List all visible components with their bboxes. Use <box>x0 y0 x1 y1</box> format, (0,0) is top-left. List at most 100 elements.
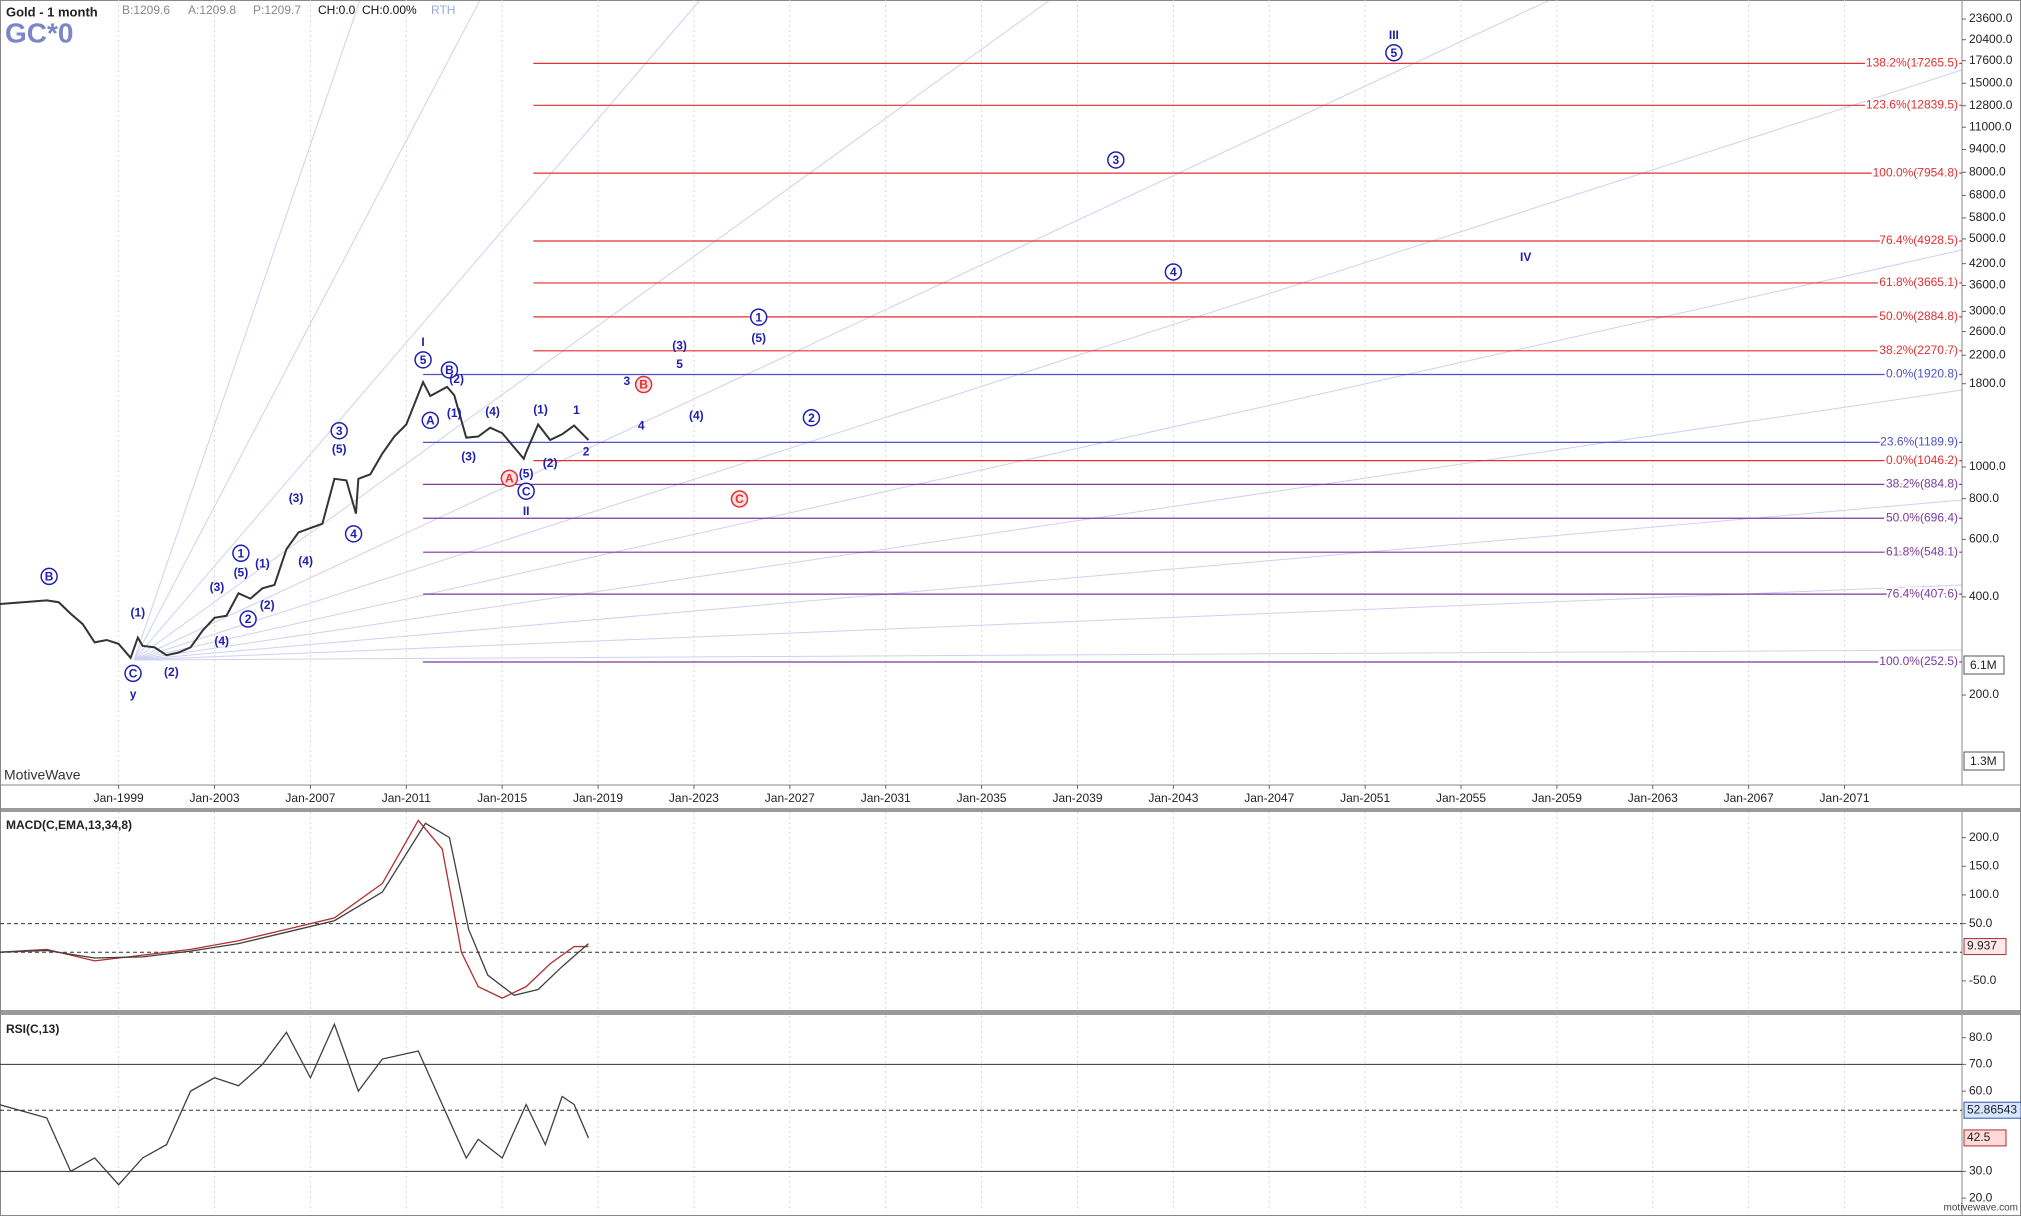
wave-label: 4 <box>350 527 357 541</box>
y-tick-label: 8000.0 <box>1969 165 2006 179</box>
wave-circle <box>1107 151 1125 169</box>
fib-level-label: 38.2%(884.8) <box>1886 477 1958 491</box>
fib-level-label: 0.0%(1920.8) <box>1886 367 1958 381</box>
wave-circle <box>344 525 363 543</box>
x-tick-label: Jan-2003 <box>190 791 240 805</box>
y-tick-label: 400.0 <box>1969 589 1999 603</box>
wave-label: (3) <box>461 450 476 464</box>
wave-circle <box>239 610 257 628</box>
x-tick-label: Jan-2035 <box>957 791 1007 805</box>
x-tick-label: Jan-2071 <box>1820 791 1870 805</box>
x-tick-label: Jan-2023 <box>669 791 719 805</box>
wave-label: B <box>45 570 54 584</box>
wave-label: 1 <box>573 403 580 417</box>
fib-level-label: 138.2%(17265.5) <box>1866 56 1958 70</box>
y-tick-label: 200.0 <box>1969 687 1999 701</box>
wave-label: A <box>505 472 514 486</box>
y-tick-label: 6800.0 <box>1969 188 2006 202</box>
fib-level-label: 50.0%(696.4) <box>1886 510 1958 524</box>
value-box <box>1963 1129 2007 1147</box>
y-tick-label: 15000.0 <box>1969 75 2013 89</box>
footer: motivewave.com <box>1944 1203 2018 1214</box>
wave-label: 2 <box>583 444 590 458</box>
volume-label-box <box>1963 751 2005 771</box>
volume-label-box <box>1963 655 2005 675</box>
last-value-label: 42.5 <box>1967 1130 1991 1144</box>
volume-label: 1.3M <box>1970 754 1997 768</box>
y-tick-label: 5800.0 <box>1969 210 2006 224</box>
wave-label: C <box>522 484 531 498</box>
fib-level-label: 123.6%(12839.5) <box>1866 97 1958 111</box>
y-tick-label: 50.0 <box>1969 916 1993 930</box>
value-box <box>1963 1101 2021 1119</box>
wave-label: 5 <box>420 353 427 367</box>
chart-title: Gold - 1 month <box>6 4 98 19</box>
y-tick-label: 23600.0 <box>1969 11 2013 25</box>
y-tick-label: 2600.0 <box>1969 324 2006 338</box>
y-tick-label: 600.0 <box>1969 532 1999 546</box>
wave-label: y <box>130 687 137 701</box>
y-tick-label: 9400.0 <box>1969 142 2006 156</box>
y-tick-label: 2200.0 <box>1969 347 2006 361</box>
price-line <box>0 1022 590 1186</box>
y-tick-label: 5000.0 <box>1969 231 2006 245</box>
wave-label: 3 <box>1112 153 1119 167</box>
price-line <box>0 819 589 999</box>
x-axis-band <box>0 785 2021 811</box>
change: CH:0.0 <box>318 3 356 17</box>
wave-label: (1) <box>447 406 462 420</box>
wave-label: (1) <box>255 557 270 571</box>
wave-label: (5) <box>519 466 534 480</box>
quote-bid: B:1209.6 <box>122 3 170 17</box>
x-tick-label: Jan-2015 <box>477 791 527 805</box>
wave-label: I <box>421 335 424 349</box>
x-tick-label: Jan-2007 <box>285 791 335 805</box>
wave-label: (3) <box>672 339 687 353</box>
fib-level-label: 76.4%(407.6) <box>1886 586 1958 600</box>
x-tick-label: Jan-2011 <box>382 791 431 805</box>
quote-price: P:1209.7 <box>253 3 301 17</box>
wave-label: (2) <box>449 372 464 386</box>
fan-lines <box>133 0 1963 661</box>
x-tick-label: Jan-2059 <box>1532 791 1582 805</box>
fib-level-label: 100.0%(252.5) <box>1879 654 1958 668</box>
fib-level-label: 61.8%(548.1) <box>1886 544 1958 558</box>
fib-level-label: 38.2%(2270.7) <box>1879 343 1958 357</box>
panel-divider <box>0 808 2021 812</box>
x-tick-label: Jan-2051 <box>1340 791 1390 805</box>
wave-label: 5 <box>1391 46 1398 60</box>
wave-circle <box>634 375 653 394</box>
wave-label: (1) <box>533 403 548 417</box>
wave-label: 5 <box>676 357 683 371</box>
y-tick-label: 3000.0 <box>1969 304 2006 318</box>
wave-label: (4) <box>214 634 229 648</box>
wave-circle <box>232 544 250 563</box>
x-tick-label: Jan-2031 <box>861 791 911 805</box>
x-tick-label: Jan-2055 <box>1436 791 1486 805</box>
y-tick-label: 800.0 <box>1969 491 1999 505</box>
wave-label: 4 <box>1170 265 1177 279</box>
wave-circle <box>802 408 821 427</box>
wave-label: (2) <box>543 456 558 470</box>
wave-label: (5) <box>234 566 249 580</box>
price-line <box>0 822 589 996</box>
x-tick-label: Jan-2067 <box>1724 791 1774 805</box>
wave-label: (2) <box>164 665 179 679</box>
y-tick-label: 4200.0 <box>1969 256 2006 270</box>
panel-divider <box>0 1010 2021 1015</box>
x-tick-label: Jan-2039 <box>1052 791 1102 805</box>
x-tick-label: Jan-2063 <box>1628 791 1678 805</box>
x-tick-label: Jan-1999 <box>94 791 144 805</box>
wave-circle <box>1164 263 1183 281</box>
wave-circle <box>730 490 749 508</box>
wave-label: 1 <box>238 546 245 560</box>
wave-label: (4) <box>485 404 500 418</box>
fib-level-label: 100.0%(7954.8) <box>1873 165 1958 179</box>
wave-label: A <box>426 414 435 428</box>
y-tick-label: 12800.0 <box>1969 98 2013 112</box>
y-tick-label: 20.0 <box>1969 1190 1993 1204</box>
y-tick-label: 100.0 <box>1969 887 1999 901</box>
x-tick-label: Jan-2043 <box>1148 791 1198 805</box>
fib-level-label: 50.0%(2884.8) <box>1879 309 1958 323</box>
